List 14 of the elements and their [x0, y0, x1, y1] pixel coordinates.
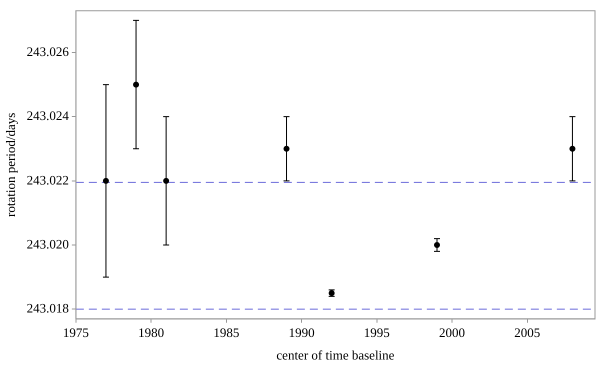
y-axis-title: rotation period/days: [3, 112, 18, 217]
x-tick-label: 1980: [138, 325, 164, 340]
y-tick-label: 243.020: [26, 236, 69, 252]
y-tick-label: 243.022: [26, 172, 69, 188]
x-tick-label: 1975: [62, 325, 89, 340]
x-tick-label: 2000: [439, 325, 466, 340]
x-tick-label: 2005: [514, 325, 540, 340]
y-tick-label: 243.026: [26, 44, 70, 59]
y-tick-label: 243.024: [26, 108, 70, 124]
x-tick-label: 1990: [288, 325, 315, 340]
x-tick-label: 1995: [364, 325, 390, 340]
y-tick-label: 243.018: [26, 300, 69, 316]
x-axis-title: center of time baseline: [276, 348, 395, 363]
x-tick-label: 1985: [213, 325, 240, 340]
